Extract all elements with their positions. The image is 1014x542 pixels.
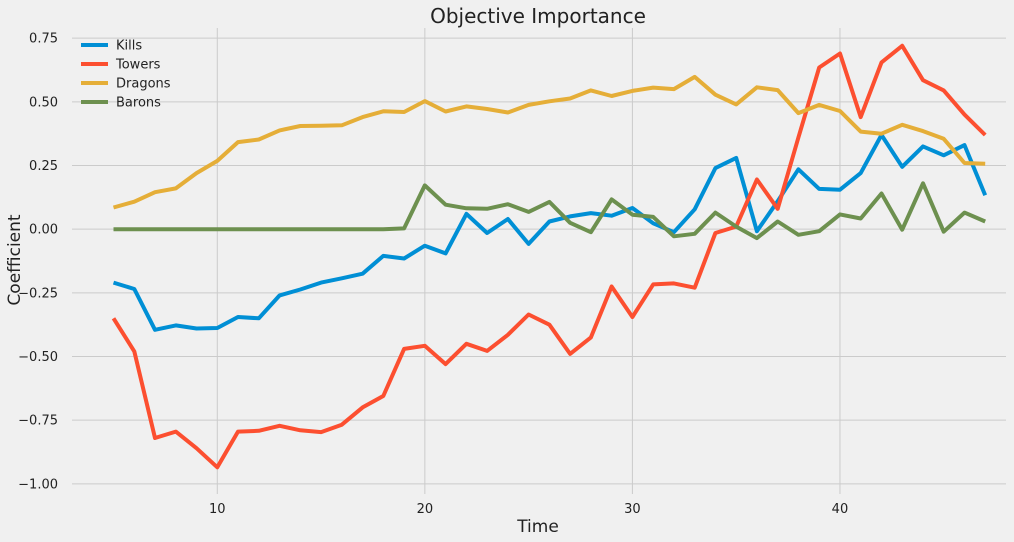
y-tick-label: 0.50 (29, 95, 58, 110)
series-line-kills (112, 133, 988, 332)
series-line-towers (111, 43, 987, 470)
x-tick-label: 40 (832, 502, 849, 517)
y-axis-label: Coefficient (5, 214, 25, 305)
x-tick-label: 20 (417, 502, 434, 517)
series-lines (111, 43, 988, 470)
y-tick-label: −0.25 (18, 286, 58, 301)
y-tick-label: −0.75 (18, 414, 58, 429)
x-tick-label: 10 (209, 502, 226, 517)
legend-label-towers: Towers (115, 58, 161, 73)
series-line-barons (113, 181, 986, 241)
legend: Kills Towers Dragons Barons (81, 39, 171, 111)
y-tick-label: 0.00 (29, 223, 58, 238)
x-tick-label: 30 (624, 502, 641, 517)
legend-label-dragons: Dragons (116, 77, 171, 92)
y-tick-labels: −1.00 −0.75 −0.50 −0.25 0.00 0.25 0.50 0.75 (18, 32, 58, 493)
y-tick-label: −0.50 (18, 350, 58, 365)
x-axis-label: Time (516, 517, 559, 537)
y-tick-label: 0.75 (29, 32, 58, 47)
legend-label-barons: Barons (116, 96, 161, 111)
y-tick-label: 0.25 (29, 159, 58, 174)
series-line-dragons (112, 74, 986, 210)
x-tick-labels: 10 20 30 40 (209, 502, 848, 517)
y-tick-label: −1.00 (18, 477, 58, 492)
legend-label-kills: Kills (116, 39, 142, 54)
chart-title: Objective Importance (430, 4, 646, 28)
gridlines (72, 28, 1006, 494)
